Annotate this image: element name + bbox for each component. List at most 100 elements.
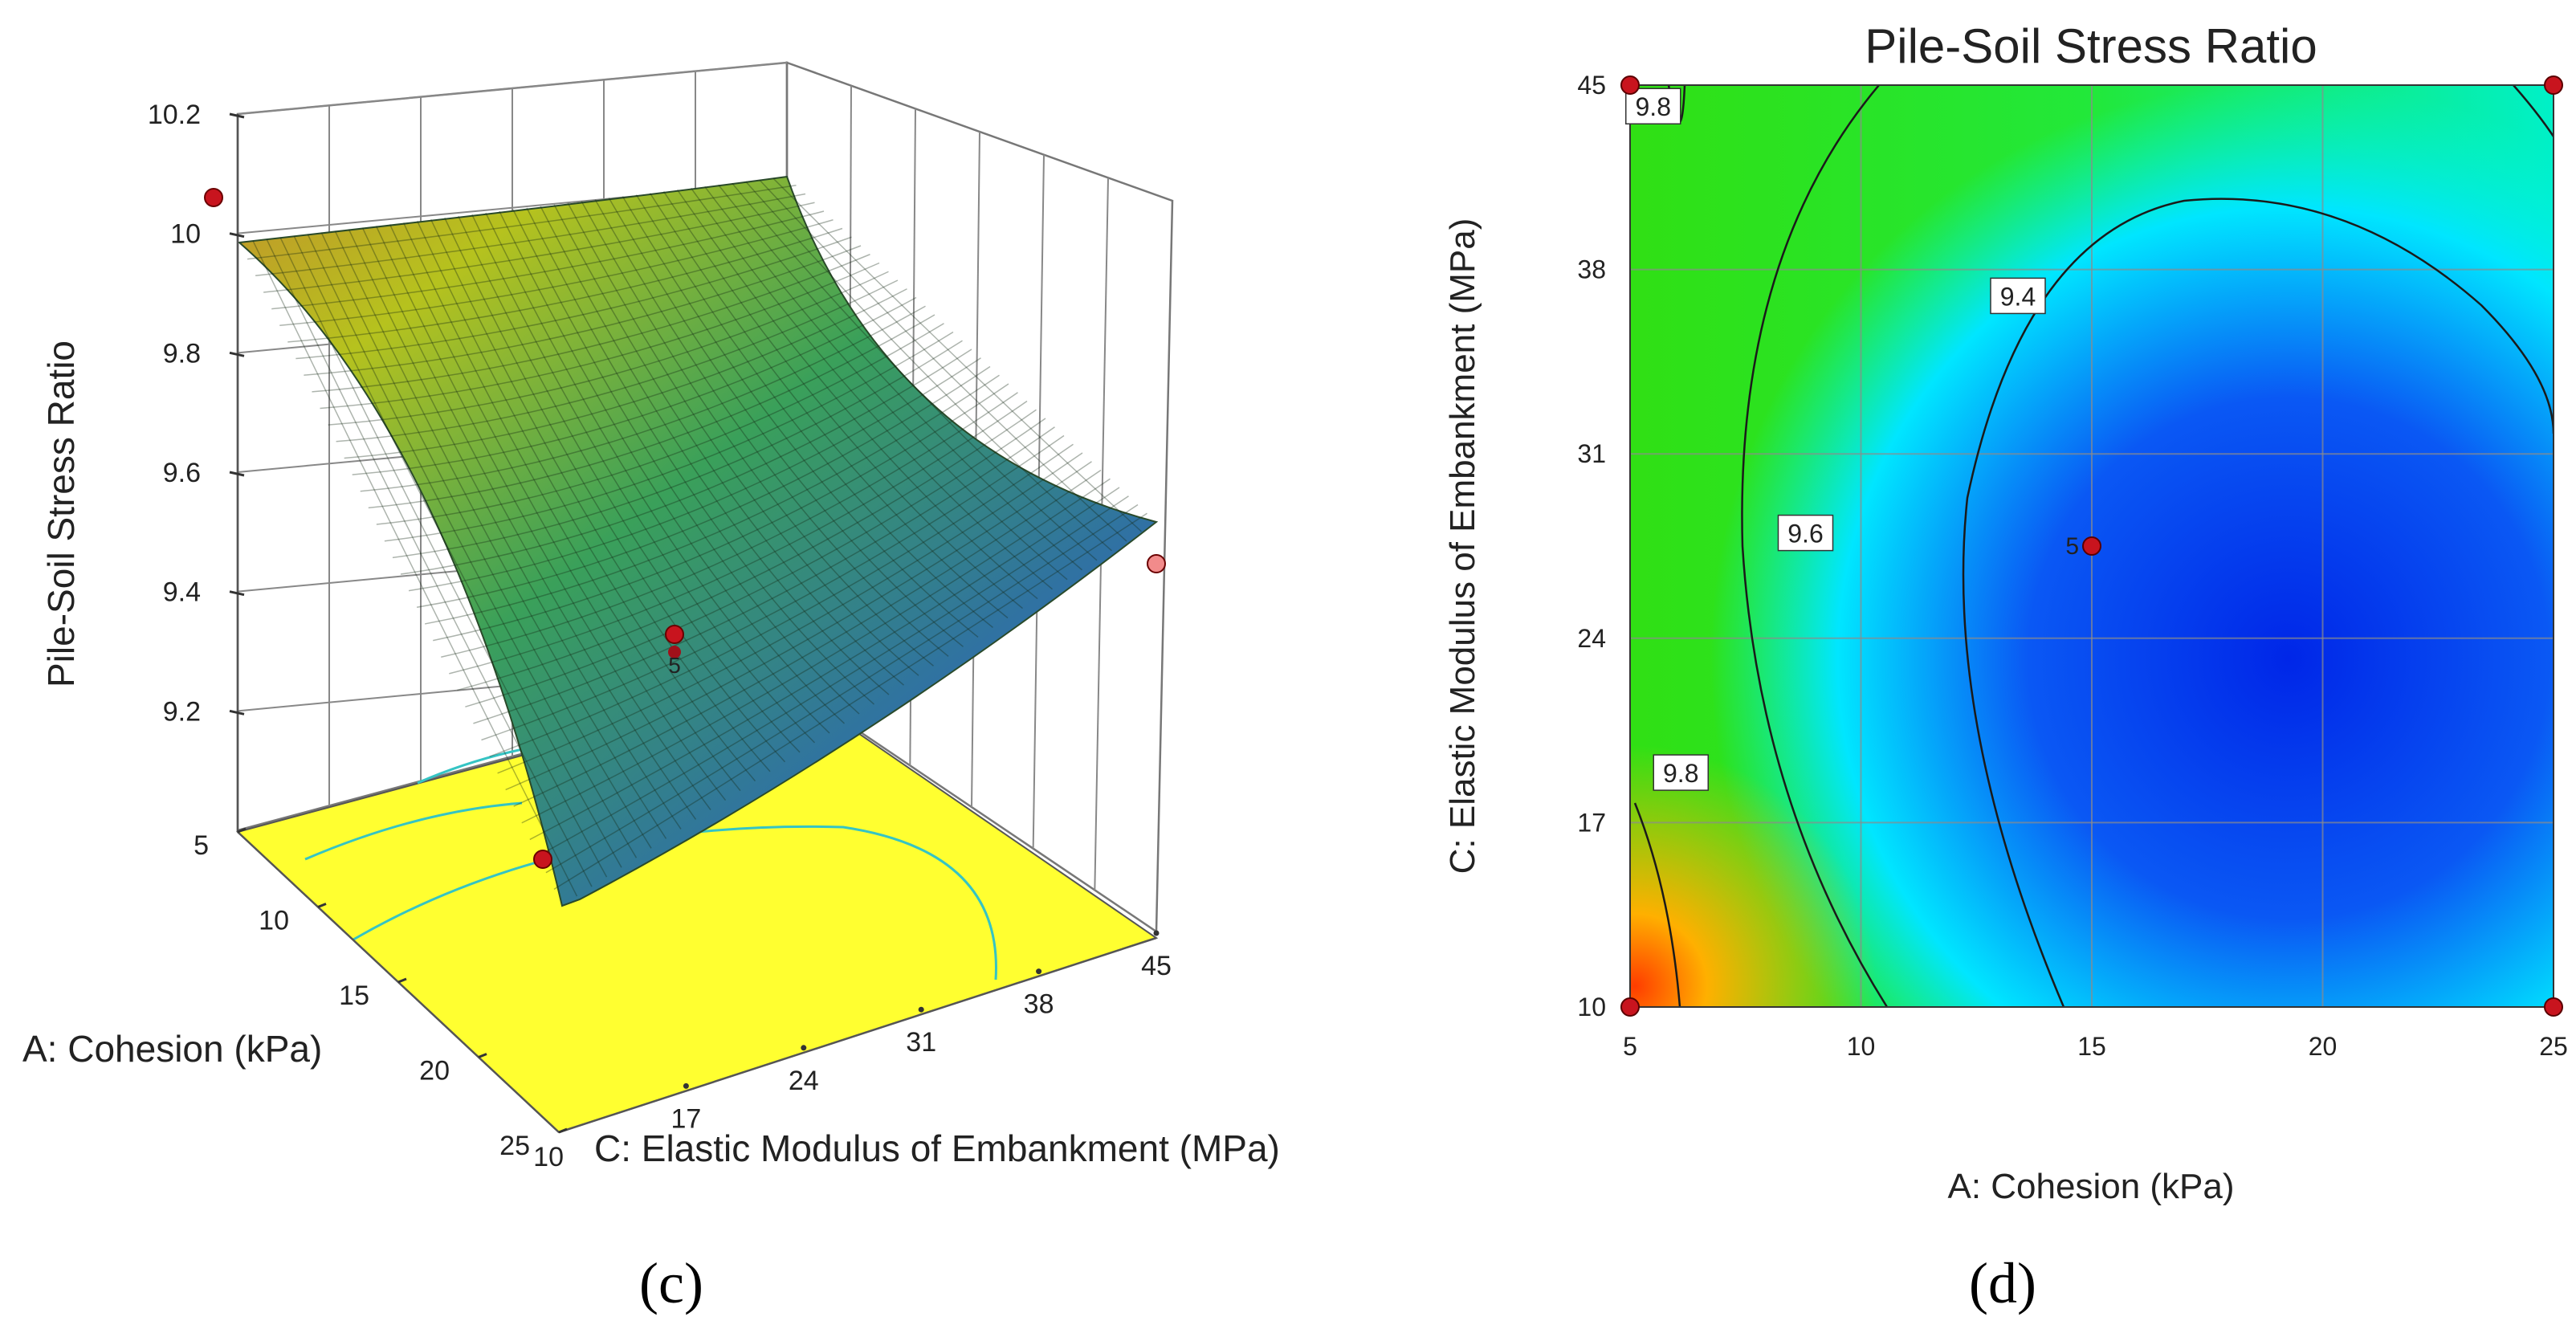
panel-label-d: (d) bbox=[1969, 1251, 2036, 1315]
mesh-line bbox=[293, 235, 622, 868]
mesh-line bbox=[271, 210, 825, 310]
design-point bbox=[204, 188, 223, 207]
mesh-line bbox=[304, 245, 862, 376]
mesh-line bbox=[745, 181, 1112, 552]
y-tick-label: 38 bbox=[1577, 255, 1606, 284]
y-tick-mark bbox=[1153, 930, 1160, 936]
mesh-line bbox=[375, 226, 711, 810]
mesh-line bbox=[635, 194, 993, 629]
z-tick-label: 10 bbox=[170, 219, 201, 250]
mesh-line bbox=[252, 240, 578, 897]
mesh-line bbox=[279, 237, 608, 878]
mesh-line bbox=[772, 177, 1143, 532]
mesh-line bbox=[489, 443, 1074, 757]
y-tick-label: 10 bbox=[533, 1142, 564, 1172]
y-tick-mark bbox=[1036, 968, 1042, 975]
z-axis-label: Pile-Soil Stress Ratio bbox=[40, 340, 82, 687]
design-point bbox=[668, 646, 681, 658]
z-tick-label: 9.2 bbox=[163, 696, 201, 727]
x-tick-label: 5 bbox=[194, 830, 209, 861]
contour-line-9.6 bbox=[1741, 85, 1889, 1007]
z-tick-mark bbox=[229, 471, 245, 477]
y-tick-label: 45 bbox=[1141, 951, 1172, 981]
mesh-line bbox=[581, 201, 934, 667]
y-tick-label: 17 bbox=[1577, 808, 1606, 837]
contour-labels: 9.8 9.4 9.6 9.8 bbox=[1625, 88, 2046, 791]
y-tick-mark bbox=[801, 1045, 807, 1051]
mesh-line bbox=[416, 365, 991, 609]
mesh-line bbox=[433, 383, 1009, 642]
contour-line-9.4 bbox=[1962, 198, 2554, 1007]
x-tick-label: 20 bbox=[2309, 1032, 2338, 1061]
z-tick-mark bbox=[229, 232, 245, 238]
y-axis-ticks: 10 17 24 31 38 45 bbox=[1577, 71, 1606, 1021]
response-surface bbox=[237, 175, 1159, 907]
mesh-line bbox=[691, 187, 1053, 590]
mesh-line bbox=[649, 193, 1009, 619]
x-tick-label: 25 bbox=[2539, 1032, 2568, 1061]
mesh-line bbox=[594, 199, 949, 657]
x-tick-label: 25 bbox=[499, 1131, 530, 1161]
design-point bbox=[665, 625, 684, 644]
x-tick-label: 20 bbox=[419, 1056, 450, 1086]
z-tick-mark bbox=[229, 709, 245, 716]
chart-title: Pile-Soil Stress Ratio bbox=[1865, 19, 2317, 73]
y-axis-label: C: Elastic Modulus of Embankment (MPa) bbox=[594, 1127, 1280, 1169]
mesh-line bbox=[540, 206, 890, 695]
mesh-line bbox=[608, 198, 964, 647]
x-tick-mark bbox=[237, 827, 247, 834]
plot-frame bbox=[1629, 84, 2554, 1008]
x-tick-label: 10 bbox=[259, 906, 289, 936]
x-axis-label: A: Cohesion (kPa) bbox=[1947, 1167, 2234, 1206]
mesh-line bbox=[368, 314, 935, 509]
mesh-line bbox=[537, 495, 1129, 857]
panel-c-surface-plot: 9.2 9.4 9.6 9.8 10 10.2 5 10 15 20 25 10 17 24 31 38 4… bbox=[22, 61, 1280, 1315]
center-point-count: 5 bbox=[2065, 533, 2079, 560]
contour-label: 9.8 bbox=[1663, 759, 1698, 788]
mesh-line bbox=[307, 234, 638, 858]
mesh-line bbox=[676, 189, 1038, 600]
mesh-line bbox=[521, 478, 1111, 824]
y-tick-mark bbox=[918, 1006, 924, 1013]
x-tick-mark bbox=[317, 903, 327, 908]
mesh-line bbox=[526, 207, 874, 705]
mesh-line bbox=[430, 218, 771, 773]
mesh-line bbox=[471, 214, 816, 744]
x-tick-label: 15 bbox=[2077, 1032, 2106, 1061]
y-tick-label: 24 bbox=[789, 1066, 819, 1096]
z-axis-ticks: 9.2 9.4 9.6 9.8 10 10.2 bbox=[148, 100, 245, 727]
design-point bbox=[2544, 997, 2563, 1017]
design-point bbox=[533, 850, 552, 869]
mesh-line bbox=[348, 229, 682, 830]
mesh-line bbox=[389, 224, 727, 801]
design-point bbox=[1620, 997, 1640, 1017]
mesh-line bbox=[759, 179, 1127, 542]
mesh-line bbox=[320, 262, 880, 410]
mesh-line bbox=[732, 182, 1098, 561]
mesh-line bbox=[553, 204, 904, 686]
mesh-line bbox=[449, 400, 1028, 675]
x-axis-ticks: 5 10 15 20 25 bbox=[1623, 1032, 2568, 1061]
z-tick-label: 9.4 bbox=[163, 577, 201, 608]
y-tick-label: 31 bbox=[1577, 439, 1606, 468]
x-tick-mark bbox=[478, 1053, 487, 1058]
x-tick-mark bbox=[558, 1127, 568, 1134]
mesh-line bbox=[457, 409, 1037, 691]
y-tick-label: 38 bbox=[1024, 989, 1054, 1020]
mesh-line bbox=[384, 331, 954, 542]
x-tick-label: 10 bbox=[1847, 1032, 1876, 1061]
mesh-line bbox=[287, 227, 843, 343]
mesh-line bbox=[497, 452, 1083, 774]
mesh-line bbox=[458, 215, 801, 753]
mesh-line bbox=[279, 219, 834, 326]
contour-label-box bbox=[1653, 754, 1709, 791]
contour-label: 9.6 bbox=[1787, 520, 1823, 548]
mesh-line bbox=[505, 461, 1092, 791]
y-tick-mark bbox=[683, 1082, 689, 1089]
x-axis-ticks: 5 10 15 20 25 bbox=[194, 827, 568, 1161]
design-point bbox=[2544, 75, 2563, 95]
design-point bbox=[1620, 75, 1640, 95]
mesh-line bbox=[622, 196, 979, 638]
design-points: 5 bbox=[1620, 75, 2563, 1017]
z-tick-mark bbox=[229, 351, 245, 357]
